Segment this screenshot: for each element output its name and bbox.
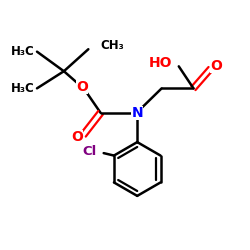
Text: O: O (76, 80, 88, 94)
Text: H₃C: H₃C (11, 82, 34, 95)
Text: H₃C: H₃C (11, 45, 34, 58)
Text: O: O (72, 130, 83, 144)
Text: N: N (132, 106, 143, 120)
Text: HO: HO (149, 56, 173, 70)
Text: Cl: Cl (82, 145, 96, 158)
Text: O: O (210, 59, 222, 73)
Text: CH₃: CH₃ (100, 39, 124, 52)
